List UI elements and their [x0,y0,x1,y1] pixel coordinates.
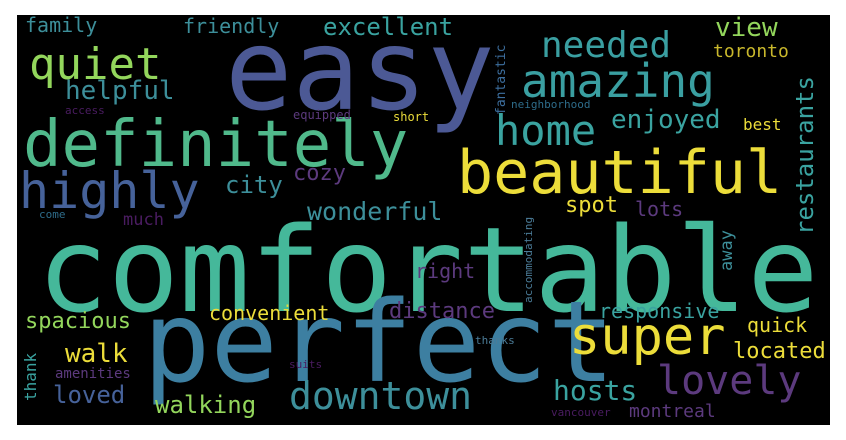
word-spacious: spacious [25,309,131,334]
word-lots: lots [635,197,684,221]
word-walk: walk [65,339,128,369]
word-walking: walking [155,391,257,419]
word-easy: easy [225,15,495,136]
word-located: located [733,339,826,364]
word-comfortable: comfortable [37,201,819,339]
word-enjoyed: enjoyed [611,105,721,135]
word-vancouver: vancouver [551,406,611,419]
word-super: super [569,307,726,367]
word-much: much [123,210,164,230]
word-home: home [495,106,597,155]
word-quick: quick [747,313,808,337]
word-view: view [715,15,778,43]
word-amenities: amenities [55,366,131,382]
word-distance: distance [389,299,495,324]
word-perfect: perfect [143,278,616,408]
word-beautiful: beautiful [457,138,783,208]
word-montreal: montreal [629,401,716,422]
word-away: away [717,230,737,271]
word-responsive: responsive [599,299,720,323]
word-cloud: comfortable perfect easy definitely beau… [17,15,830,425]
word-amazing: amazing [521,54,715,108]
word-excellent: excellent [323,15,454,41]
word-hosts: hosts [553,374,638,407]
word-quiet: quiet [29,39,162,90]
word-accommodating: accommodating [522,216,535,303]
word-cozy: cozy [293,161,346,186]
word-wonderful: wonderful [307,197,443,226]
word-suits: suits [289,358,323,371]
word-access: access [65,104,105,117]
word-needed: needed [541,25,672,66]
word-thanks: thanks [475,334,515,347]
word-loved: loved [53,381,126,409]
word-downtown: downtown [289,374,473,418]
word-highly: highly [19,162,200,220]
word-fantastic: fantastic [494,44,509,115]
word-friendly: friendly [183,15,280,38]
word-best: best [743,115,782,134]
word-definitely: definitely [23,108,409,182]
word-family: family [25,15,98,37]
word-city: city [225,171,283,199]
word-lovely: lovely [657,358,802,404]
word-toronto: toronto [713,41,789,62]
word-helpful: helpful [65,76,175,106]
word-neighborhood: neighborhood [511,98,591,111]
word-convenient: convenient [209,301,330,325]
word-equipped: equipped [293,108,351,122]
word-right: right [415,259,476,283]
word-spot: spot [565,193,618,218]
word-come: come [39,208,66,221]
word-short: short [393,110,430,124]
word-restaurants: restaurants [791,76,819,235]
word-thank: thank [21,352,40,401]
